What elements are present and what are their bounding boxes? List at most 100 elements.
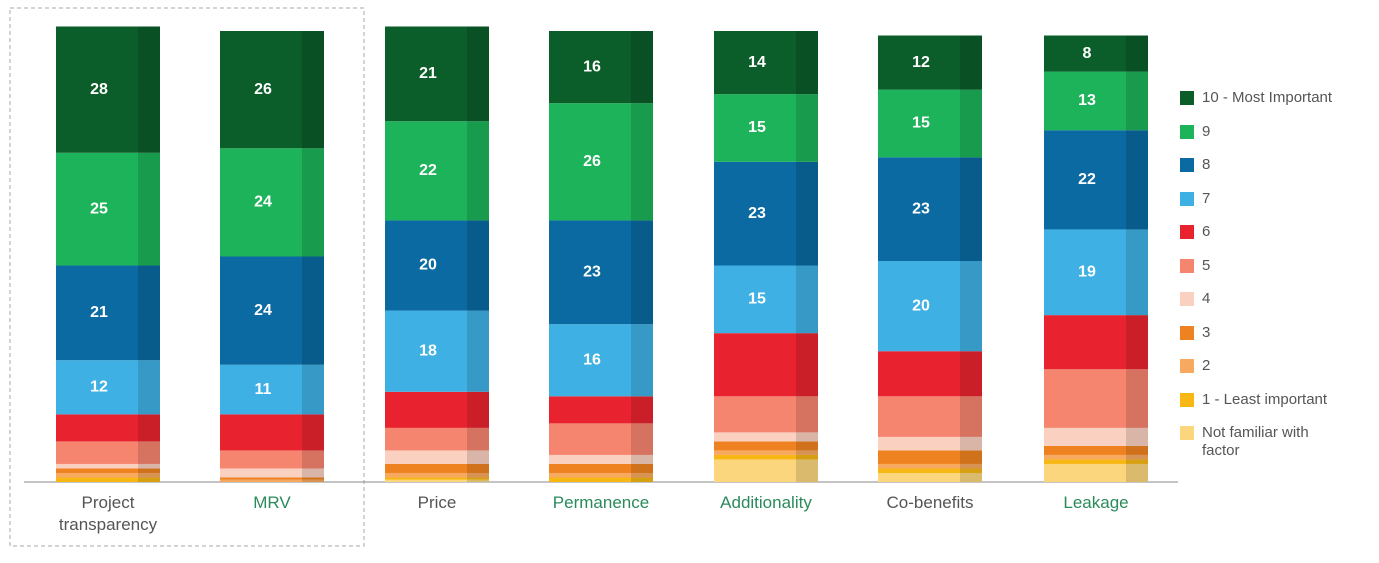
bar-segment [714,265,818,334]
bar-shade [631,103,653,221]
bar-segment [549,324,653,397]
bar-segment [56,414,160,442]
bar-segment [714,161,818,266]
bar-segment [878,396,982,437]
data-label: 12 [90,379,108,396]
bar-shade [138,468,160,473]
bar-segment [878,463,982,469]
data-label: 23 [748,205,766,222]
bar-shade [1126,427,1148,446]
data-label: 11 [255,381,272,398]
bar-segment [1044,427,1148,446]
bar-shade [796,454,818,460]
bar-shade [631,324,653,397]
bar-shade [1126,35,1148,72]
x-tick-label: MRV [253,493,291,512]
data-label: 25 [90,200,108,217]
bar-segment [385,463,489,473]
bar-segment [878,472,982,482]
data-label: 12 [912,54,930,71]
data-label: 20 [912,297,930,314]
bar-shade [960,396,982,437]
data-label: 26 [254,81,272,98]
bar-shade [1126,315,1148,370]
bar-segment [56,463,160,469]
data-label: 24 [254,302,272,319]
bar-shade [960,351,982,397]
legend-swatch [1180,91,1194,105]
bar-shade [302,256,324,365]
bar-segment [714,31,818,95]
bar-shade [138,26,160,153]
bar-shade [796,450,818,455]
x-tick-label: Project transparency [58,493,158,534]
bar-segment [220,148,324,257]
bar-shade [138,152,160,266]
bar-segment [878,89,982,158]
bar-shade [960,450,982,464]
bar-shade [302,148,324,257]
bar-segment [714,333,818,397]
legend-swatch [1180,258,1194,273]
legend-label: 2 [1202,357,1211,374]
bar-segment [56,477,160,482]
bar-shade [1126,459,1148,464]
bar-segment [1044,71,1148,131]
bar-shade [796,396,818,433]
bar-shade [302,450,324,469]
bar-shade [631,396,653,424]
bar-segment [385,121,489,221]
data-label: 15 [748,119,766,136]
bar-segment [1044,369,1148,428]
bar-shade [1126,445,1148,455]
bar-shade [960,35,982,90]
bar-shade [631,472,653,478]
bar-shade [467,427,489,451]
bar-segment [549,472,653,478]
bar-segment [385,310,489,392]
bar-segment [220,450,324,469]
bar-segment [56,26,160,153]
bar-shade [467,477,489,480]
legend-swatch [1180,292,1194,306]
legend-label: 5 [1202,256,1211,274]
bar-shade [960,89,982,158]
bar-shade [631,463,653,473]
data-label: 16 [583,351,601,368]
data-label: 16 [583,58,601,75]
bar-shade [302,468,324,478]
bar-shade [138,463,160,469]
bar-shade [796,441,818,451]
bar-shade [467,310,489,392]
bar-shade [138,441,160,464]
bar-segment [714,454,818,460]
data-label: 14 [748,54,766,71]
bar-shade [302,479,324,482]
bar-segment [385,26,489,122]
bar-segment [714,441,818,451]
bar-segment [714,459,818,482]
bar-shade [796,31,818,95]
bar-segment [549,220,653,325]
data-label: 18 [419,342,437,359]
bar-segment [220,256,324,365]
bar-segment [549,423,653,455]
bar-shade [1126,229,1148,316]
bar-segment [56,472,160,478]
bar-shade [631,477,653,482]
bar-segment [1044,459,1148,464]
bar-shade [960,463,982,469]
bar-shade [138,265,160,361]
bar-segment [714,450,818,455]
bar-shade [1126,71,1148,131]
bar-segment [549,396,653,424]
data-label: 23 [583,264,601,281]
legend-label: 8 [1202,156,1211,173]
legend-label: 7 [1202,189,1211,207]
bar-segment [1044,229,1148,316]
bar-shade [631,454,653,464]
bar-shade [138,360,160,415]
bar-segment [714,432,818,442]
